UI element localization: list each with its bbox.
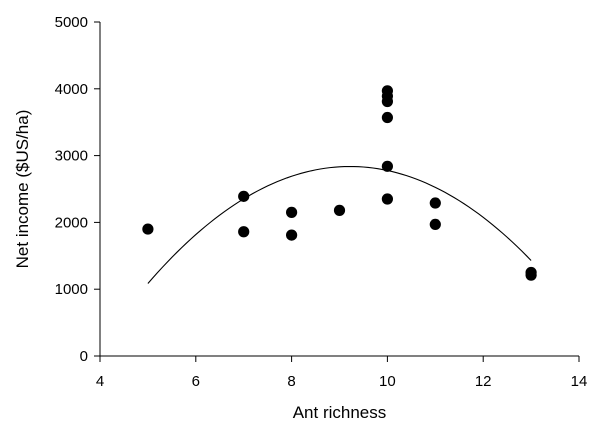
data-point bbox=[429, 218, 441, 231]
data-point bbox=[525, 269, 537, 281]
data-point bbox=[238, 226, 250, 238]
trendline-group bbox=[147, 165, 532, 284]
trendline bbox=[147, 165, 532, 284]
data-point bbox=[381, 111, 393, 124]
x-tick-label: 14 bbox=[571, 373, 588, 390]
points-group bbox=[142, 85, 537, 281]
data-point bbox=[286, 229, 298, 241]
data-point bbox=[286, 206, 298, 218]
data-point bbox=[142, 223, 154, 235]
x-axis-title: Ant richness bbox=[293, 403, 387, 422]
y-tick-label: 2000 bbox=[55, 214, 88, 231]
x-tick-label: 12 bbox=[475, 373, 492, 390]
data-point bbox=[429, 197, 441, 209]
y-tick-label: 3000 bbox=[55, 148, 88, 165]
data-point bbox=[333, 204, 346, 216]
y-tick-label: 1000 bbox=[55, 281, 88, 298]
data-point bbox=[381, 193, 393, 205]
y-axis-title: Net income ($US/ha) bbox=[13, 110, 32, 269]
y-tick-label: 4000 bbox=[55, 81, 88, 98]
y-tick-label: 5000 bbox=[55, 14, 88, 31]
data-point bbox=[238, 190, 250, 202]
x-tick-label: 4 bbox=[96, 373, 104, 390]
x-tick-label: 6 bbox=[192, 373, 200, 390]
x-tick-label: 8 bbox=[287, 373, 295, 390]
x-tick-label: 10 bbox=[379, 373, 396, 390]
y-tick-label: 0 bbox=[80, 348, 88, 365]
data-point bbox=[381, 160, 393, 172]
axes: 4 6 8 10 12 14 0 1000 2000 3000 4000 5000 bbox=[55, 14, 588, 390]
data-point bbox=[381, 95, 393, 108]
